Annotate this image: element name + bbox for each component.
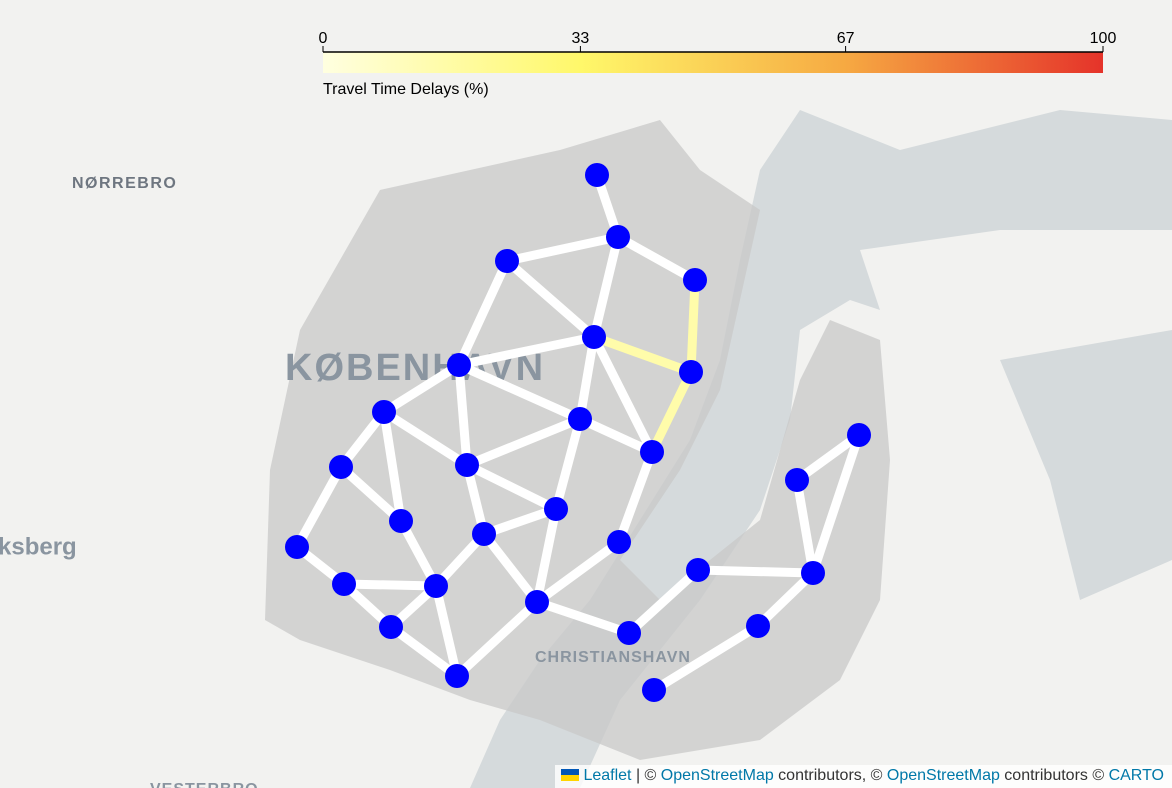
road-edge [379,360,464,417]
road-edge [686,275,700,377]
road-edge [589,332,657,457]
network-node [607,530,631,554]
road-edge [613,232,700,285]
road-edge [589,332,696,377]
network-node [379,615,403,639]
road-edge [431,581,462,681]
network-node [683,268,707,292]
road-edge [479,529,542,607]
network-node [544,497,568,521]
network-node [640,440,664,464]
road-edge [454,256,512,370]
network-node [285,535,309,559]
road-edge [454,360,585,424]
road-edge [647,367,696,457]
road-edge [792,475,818,578]
network-node [389,509,413,533]
osm-link[interactable]: OpenStreetMap [660,767,774,784]
carto-link[interactable]: CARTO [1108,767,1164,784]
road-edge [336,462,406,526]
place-label: ksberg [0,533,77,560]
attribution-text: contributors © [999,767,1109,784]
road-edge [532,504,561,607]
network-node [847,423,871,447]
colorbar-tick-label: 100 [1090,30,1117,47]
road-edge [614,447,657,547]
road-edge [532,597,634,638]
road-edge [454,332,599,370]
network-node [785,468,809,492]
colorbar-tick-label: 0 [319,30,328,47]
network-node [642,678,666,702]
basemap [265,0,1172,788]
network-node [585,163,609,187]
place-label: CHRISTIANSHAVN [535,649,691,666]
road-edge [532,537,624,607]
network-node [686,558,710,582]
flag-icon [561,769,580,781]
osm-link[interactable]: OpenStreetMap [886,767,1000,784]
network-node [746,614,770,638]
network-node [329,455,353,479]
road-edge [589,232,623,342]
colorbar-title: Travel Time Delays (%) [323,81,489,98]
road-edge [379,407,472,470]
road-edge [502,256,599,342]
road-edge [454,360,472,470]
road-edge [396,516,441,591]
network-node [447,353,471,377]
colorbar-tick-label: 67 [837,30,855,47]
road-edge [379,407,406,526]
network-node [445,664,469,688]
road-edge [575,332,599,424]
network-node [372,400,396,424]
road-edge [479,504,561,539]
leaflet-link[interactable]: Leaflet [583,767,632,784]
road-edge [792,430,864,485]
network-node [801,561,825,585]
road-edge [624,565,703,638]
separator: | © [631,767,661,784]
road-edge [693,565,818,578]
network-node [606,225,630,249]
place-label: VESTERBRO [150,781,259,788]
road-edge [502,232,623,266]
road-edge [551,414,585,514]
road-edge [462,460,561,514]
attribution: Leaflet | © OpenStreetMap contributors, … [555,765,1172,788]
colorbar-tick-label: 33 [572,30,590,47]
place-label: NØRREBRO [72,175,177,192]
road-edge [452,597,542,681]
network-node [525,590,549,614]
network-node [617,621,641,645]
road-edge [292,462,346,552]
road-edge [386,622,462,681]
network-node [424,574,448,598]
network-node [332,572,356,596]
road-edge [753,568,818,631]
colorbar-gradient [323,52,1103,73]
network-node [495,249,519,273]
attribution-text: contributors, © [773,767,887,784]
network-node [455,453,479,477]
network-node [582,325,606,349]
road-edge [462,414,585,470]
road-edge [649,621,763,695]
road-edge [575,414,657,457]
network-node [679,360,703,384]
road-edge [808,430,864,578]
network-node [568,407,592,431]
water [1000,330,1172,600]
road-edge [339,579,441,591]
network-node [472,522,496,546]
